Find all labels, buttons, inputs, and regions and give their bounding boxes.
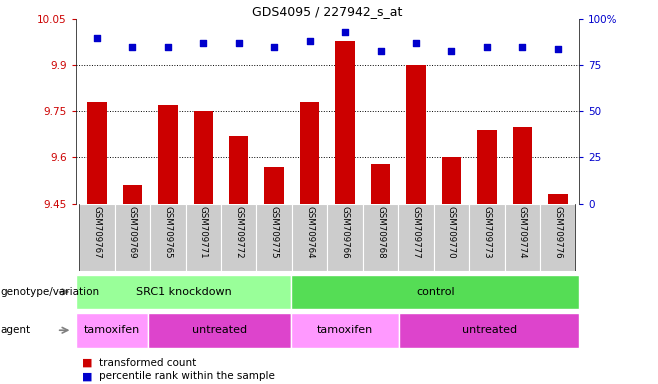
Text: GSM709774: GSM709774 — [518, 205, 527, 258]
Point — [482, 44, 492, 50]
Text: GSM709767: GSM709767 — [92, 205, 101, 258]
Bar — [229, 136, 249, 204]
Bar — [257, 204, 292, 271]
Text: agent: agent — [1, 325, 31, 335]
Point — [375, 48, 386, 54]
Text: control: control — [416, 287, 455, 297]
Text: genotype/variation: genotype/variation — [1, 287, 100, 297]
Bar — [442, 157, 461, 204]
Bar — [114, 204, 150, 271]
Bar — [370, 164, 390, 204]
Text: GSM709765: GSM709765 — [163, 205, 172, 258]
Point — [305, 38, 315, 45]
Bar — [363, 204, 398, 271]
Text: tamoxifen: tamoxifen — [84, 325, 139, 335]
Text: tamoxifen: tamoxifen — [317, 325, 374, 335]
Text: GSM709777: GSM709777 — [411, 205, 420, 258]
Bar — [406, 65, 426, 204]
Bar — [513, 127, 532, 204]
Bar — [434, 204, 469, 271]
Bar — [147, 313, 291, 348]
Bar — [122, 185, 142, 204]
Bar — [505, 204, 540, 271]
Bar — [477, 130, 497, 204]
Bar — [158, 105, 178, 204]
Bar — [79, 204, 114, 271]
Text: percentile rank within the sample: percentile rank within the sample — [99, 371, 274, 381]
Bar — [540, 204, 576, 271]
Point — [127, 44, 138, 50]
Text: GSM709773: GSM709773 — [482, 205, 492, 258]
Point — [234, 40, 244, 46]
Bar — [469, 204, 505, 271]
Bar — [398, 204, 434, 271]
Point — [269, 44, 280, 50]
Bar — [292, 204, 327, 271]
Text: GSM709768: GSM709768 — [376, 205, 385, 258]
Bar — [193, 111, 213, 204]
Point — [163, 44, 173, 50]
Text: SRC1 knockdown: SRC1 knockdown — [136, 287, 232, 297]
Point — [553, 46, 563, 52]
Point — [340, 29, 350, 35]
Text: GSM709770: GSM709770 — [447, 205, 456, 258]
Bar — [399, 313, 579, 348]
Text: transformed count: transformed count — [99, 358, 196, 368]
Point — [517, 44, 528, 50]
Text: untreated: untreated — [462, 325, 517, 335]
Point — [411, 40, 421, 46]
Bar — [88, 102, 107, 204]
Bar — [221, 204, 257, 271]
Bar — [327, 204, 363, 271]
Bar — [265, 167, 284, 204]
Bar — [150, 204, 186, 271]
Text: GSM709772: GSM709772 — [234, 205, 243, 258]
Text: ■: ■ — [82, 358, 93, 368]
Text: GSM709766: GSM709766 — [341, 205, 349, 258]
Text: GSM709771: GSM709771 — [199, 205, 208, 258]
Bar — [291, 313, 399, 348]
Title: GDS4095 / 227942_s_at: GDS4095 / 227942_s_at — [252, 5, 403, 18]
Bar — [76, 313, 147, 348]
Bar — [76, 275, 291, 309]
Bar — [186, 204, 221, 271]
Text: GSM709769: GSM709769 — [128, 205, 137, 258]
Bar — [336, 41, 355, 204]
Text: untreated: untreated — [192, 325, 247, 335]
Bar — [548, 194, 567, 204]
Text: ■: ■ — [82, 371, 93, 381]
Text: GSM709764: GSM709764 — [305, 205, 314, 258]
Point — [91, 35, 102, 41]
Bar — [300, 102, 319, 204]
Bar — [291, 275, 579, 309]
Text: GSM709776: GSM709776 — [553, 205, 563, 258]
Point — [198, 40, 209, 46]
Point — [446, 48, 457, 54]
Text: GSM709775: GSM709775 — [270, 205, 279, 258]
